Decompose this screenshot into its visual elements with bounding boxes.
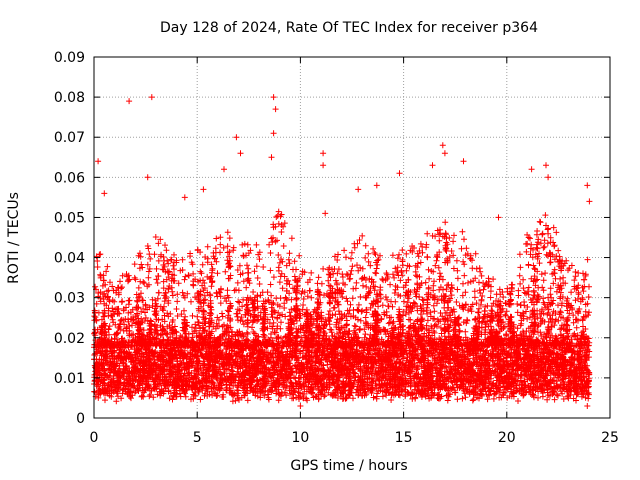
roti-point (469, 397, 476, 404)
roti-point (264, 391, 271, 398)
roti-point (261, 392, 268, 399)
roti-point (321, 393, 328, 400)
roti-point (531, 394, 537, 401)
roti-point (368, 379, 375, 386)
roti-point (169, 396, 176, 403)
roti-point (334, 395, 341, 401)
roti-point (257, 394, 264, 401)
roti-point (454, 396, 461, 403)
roti-point (523, 388, 530, 395)
roti-point (459, 395, 466, 402)
roti-point (146, 393, 153, 400)
scatter-points (91, 94, 593, 409)
roti-point (105, 365, 112, 372)
roti-point (173, 375, 180, 382)
roti-point (444, 397, 451, 404)
roti-point (197, 396, 204, 403)
roti-point (113, 398, 120, 405)
roti-point (549, 391, 556, 398)
roti-point (262, 364, 269, 371)
roti-point (199, 387, 206, 394)
roti-point (291, 374, 297, 381)
roti-point (535, 394, 541, 401)
roti-point (182, 393, 189, 400)
roti-point (462, 394, 469, 401)
roti-point (551, 374, 557, 381)
roti-point (289, 395, 295, 402)
roti-point (496, 394, 503, 401)
roti-point (166, 395, 173, 402)
roti-point (539, 393, 546, 400)
